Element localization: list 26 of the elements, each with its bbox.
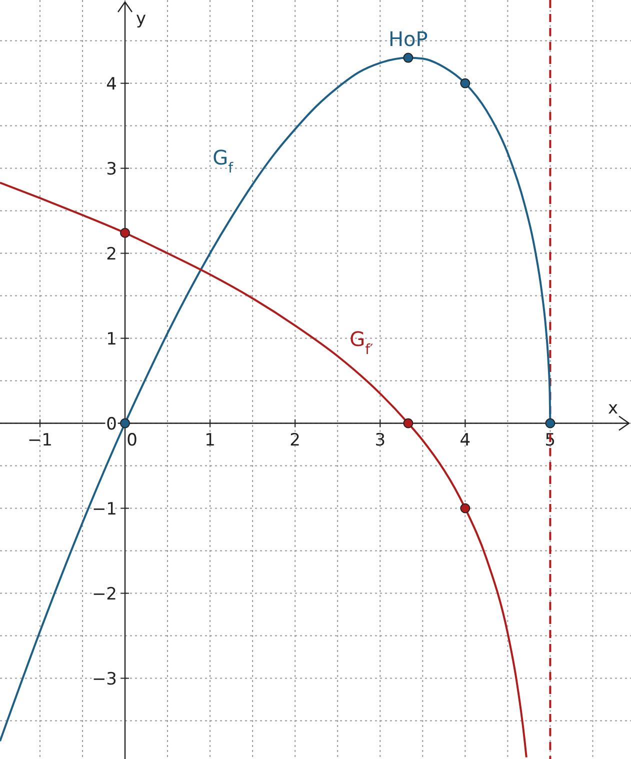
y-tick-label: −2 [92, 584, 118, 604]
point [460, 503, 470, 514]
x-tick-label: −1 [27, 430, 52, 450]
line-series [0, 182, 528, 758]
y-axis-title: y [136, 9, 146, 29]
x-axis-title: x [608, 398, 618, 418]
point [545, 418, 556, 428]
point [403, 418, 414, 428]
y-tick-label: 2 [106, 244, 118, 264]
x-tick-label: 4 [460, 430, 471, 450]
x-tick-label: 3 [374, 430, 386, 450]
series-label: G$_{f}$ [212, 145, 234, 176]
y-tick-label: −3 [92, 669, 118, 690]
point [120, 228, 130, 238]
x-tick-label: 0 [126, 430, 138, 450]
series-label: G$_{f′}$ [350, 327, 374, 358]
point [403, 52, 414, 63]
point [460, 78, 470, 88]
y-tick-label: 4 [106, 74, 118, 94]
x-tick-label: 2 [290, 430, 301, 450]
point [120, 418, 130, 428]
y-tick-label: 1 [106, 329, 118, 350]
y-tick-label: 3 [106, 159, 118, 180]
y-tick-label: −1 [92, 499, 118, 520]
x-tick-label: 1 [204, 430, 216, 450]
annotation: HoP [388, 26, 428, 51]
